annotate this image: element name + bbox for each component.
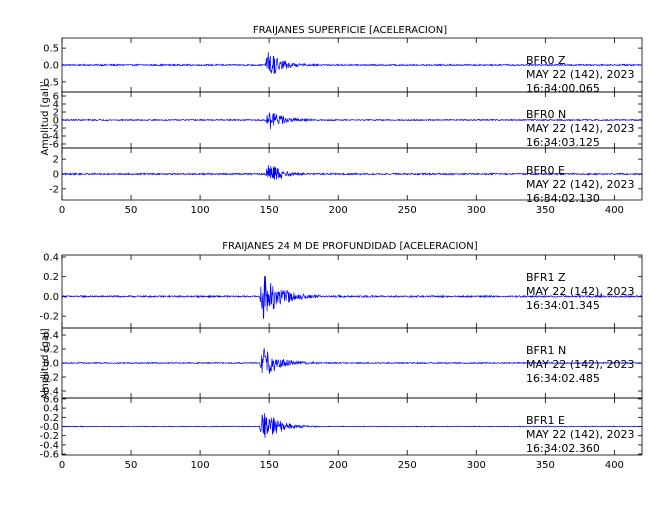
y-tick-label: -4 bbox=[49, 132, 59, 143]
station-time: 16:34:01.345 bbox=[526, 299, 600, 312]
x-tick-label: 100 bbox=[191, 460, 210, 471]
top-chart-title: FRAIJANES SUPERFICIE [ACELERACION] bbox=[253, 25, 447, 36]
x-tick-label: 350 bbox=[536, 460, 555, 471]
x-tick-label: 250 bbox=[398, 460, 417, 471]
y-tick-label: -2 bbox=[49, 184, 59, 195]
bottom-chart-title: FRAIJANES 24 M DE PROFUNDIDAD [ACELERACI… bbox=[222, 241, 477, 252]
x-tick-label: 350 bbox=[536, 205, 555, 216]
bottom-chart-ylabel: Amplitud [gal] bbox=[40, 328, 51, 399]
y-tick-label: 0.0 bbox=[43, 292, 59, 303]
x-tick-label: 150 bbox=[260, 460, 279, 471]
x-tick-label: 400 bbox=[605, 460, 624, 471]
y-tick-label: 0.2 bbox=[43, 345, 59, 356]
x-tick-label: 300 bbox=[467, 460, 486, 471]
y-tick-label: 0.6 bbox=[43, 394, 59, 405]
station-label: BFR0 Z bbox=[526, 54, 566, 67]
station-label: BFR1 N bbox=[526, 344, 566, 357]
station-date: MAY 22 (142), 2023 bbox=[526, 428, 634, 441]
station-label: BFR1 Z bbox=[526, 271, 566, 284]
y-tick-label: -0.4 bbox=[39, 440, 59, 451]
waveform-trace-0-2 bbox=[61, 165, 643, 180]
x-tick-label: 100 bbox=[191, 205, 210, 216]
top-chart-ylabel: Amplitud [gal] bbox=[40, 84, 51, 155]
y-tick-label: 0.4 bbox=[43, 404, 59, 415]
waveform-trace-0-1 bbox=[61, 112, 643, 130]
y-tick-label: -6 bbox=[49, 140, 59, 151]
station-label: BFR0 N bbox=[526, 108, 566, 121]
y-tick-label: -0.0 bbox=[39, 422, 59, 433]
y-tick-label: 0.0 bbox=[43, 61, 59, 72]
y-tick-label: 6 bbox=[53, 92, 59, 103]
x-tick-label: 200 bbox=[329, 205, 348, 216]
y-tick-label: 2 bbox=[53, 155, 59, 166]
y-tick-label: 0.4 bbox=[43, 331, 59, 342]
x-tick-label: 50 bbox=[125, 205, 138, 216]
y-tick-label: 0.4 bbox=[43, 252, 59, 263]
station-time: 16:34:02.485 bbox=[526, 372, 600, 385]
x-tick-label: 250 bbox=[398, 205, 417, 216]
y-tick-label: -0.4 bbox=[39, 387, 59, 398]
y-tick-label: 0 bbox=[53, 116, 59, 127]
station-time: 16:34:00.065 bbox=[526, 82, 600, 95]
x-tick-label: 0 bbox=[59, 205, 65, 216]
y-tick-label: -0.6 bbox=[39, 450, 59, 461]
y-tick-label: 0.2 bbox=[43, 272, 59, 283]
y-tick-label: 4 bbox=[53, 100, 59, 111]
y-tick-label: 0.2 bbox=[43, 413, 59, 424]
waveform-trace-1-2 bbox=[61, 413, 643, 439]
y-tick-label: -0.2 bbox=[39, 373, 59, 384]
y-tick-label: -0.2 bbox=[39, 312, 59, 323]
y-tick-label: 0 bbox=[53, 170, 59, 181]
x-tick-label: 150 bbox=[260, 205, 279, 216]
station-time: 16:34:03.125 bbox=[526, 136, 600, 149]
station-date: MAY 22 (142), 2023 bbox=[526, 122, 634, 135]
station-date: MAY 22 (142), 2023 bbox=[526, 68, 634, 81]
x-tick-label: 50 bbox=[125, 460, 138, 471]
waveform-trace-1-1 bbox=[61, 348, 643, 374]
station-time: 16:34:02.360 bbox=[526, 442, 600, 455]
station-date: MAY 22 (142), 2023 bbox=[526, 358, 634, 371]
y-tick-label: 0.0 bbox=[43, 359, 59, 370]
x-tick-label: 0 bbox=[59, 460, 65, 471]
y-tick-label: 2 bbox=[53, 108, 59, 119]
station-date: MAY 22 (142), 2023 bbox=[526, 178, 634, 191]
station-time: 16:34:02.130 bbox=[526, 192, 600, 205]
y-tick-label: -0.2 bbox=[39, 431, 59, 442]
y-tick-label: 0.5 bbox=[43, 44, 59, 55]
station-label: BFR0 E bbox=[526, 164, 565, 177]
waveform-trace-1-0 bbox=[61, 275, 643, 319]
y-tick-label: -2 bbox=[49, 124, 59, 135]
y-tick-label: -0.5 bbox=[39, 77, 59, 88]
station-date: MAY 22 (142), 2023 bbox=[526, 285, 634, 298]
x-tick-label: 200 bbox=[329, 460, 348, 471]
waveform-trace-0-0 bbox=[61, 51, 643, 74]
station-label: BFR1 E bbox=[526, 414, 565, 427]
x-tick-label: 300 bbox=[467, 205, 486, 216]
x-tick-label: 400 bbox=[605, 205, 624, 216]
